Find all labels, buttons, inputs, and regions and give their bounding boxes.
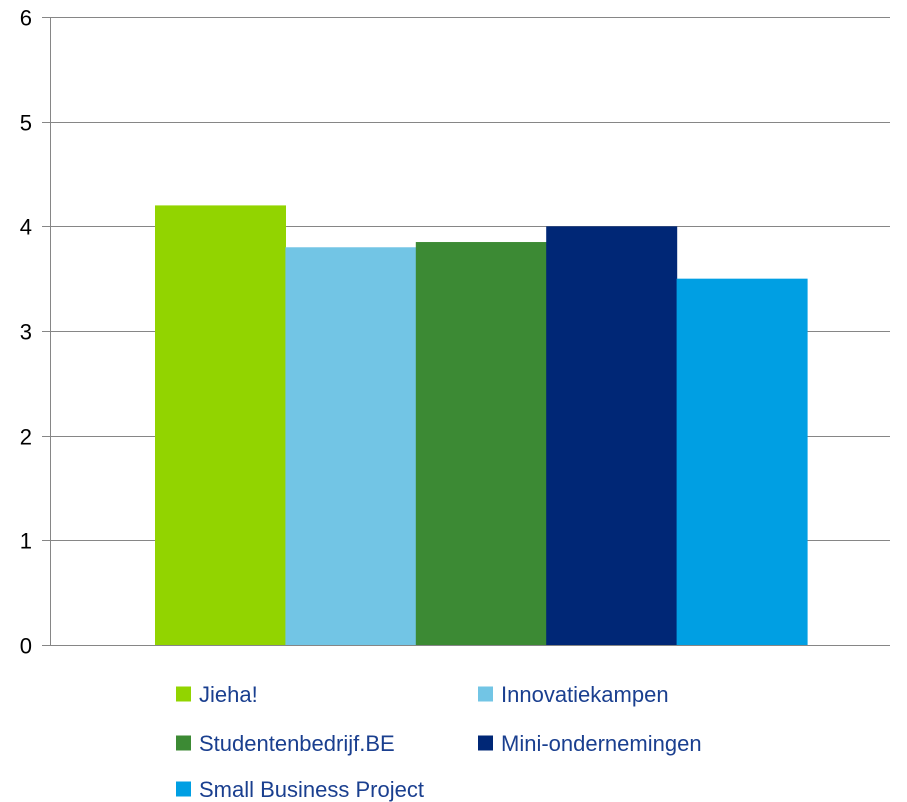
bar-innovatiekampen xyxy=(285,247,417,645)
y-tick-label: 5 xyxy=(20,111,32,136)
legend-label: Innovatiekampen xyxy=(501,682,669,707)
legend-item: Small Business Project xyxy=(176,777,424,802)
axes xyxy=(42,17,890,646)
legend-swatch xyxy=(176,735,191,751)
y-tick-label: 4 xyxy=(20,215,32,240)
legend-item: Jieha! xyxy=(176,682,258,707)
legend-swatch xyxy=(478,735,493,751)
y-tick-label: 0 xyxy=(20,634,32,659)
y-tick-labels: 0 1 2 3 4 5 6 xyxy=(20,6,32,659)
legend: Jieha! Innovatiekampen Studentenbedrijf.BE… xyxy=(176,682,702,802)
y-tick-label: 6 xyxy=(20,6,32,31)
y-tick-label: 3 xyxy=(20,320,32,345)
legend-swatch xyxy=(478,686,493,702)
legend-item: Mini-ondernemingen xyxy=(478,731,702,756)
legend-label: Small Business Project xyxy=(199,777,424,802)
bar-jieha xyxy=(155,205,286,645)
legend-item: Innovatiekampen xyxy=(478,682,669,707)
legend-swatch xyxy=(176,781,191,797)
y-tick-label: 2 xyxy=(20,425,32,450)
legend-swatch xyxy=(176,686,191,702)
legend-label: Mini-ondernemingen xyxy=(501,731,702,756)
bar-small-business-project xyxy=(676,278,808,645)
y-tick-label: 1 xyxy=(20,529,32,554)
legend-label: Jieha! xyxy=(199,682,258,707)
bar-studentenbedrijf-be xyxy=(415,242,547,646)
legend-label: Studentenbedrijf.BE xyxy=(199,731,395,756)
bars xyxy=(155,205,808,646)
legend-item: Studentenbedrijf.BE xyxy=(176,731,395,756)
bar-mini-ondernemingen xyxy=(546,226,678,646)
